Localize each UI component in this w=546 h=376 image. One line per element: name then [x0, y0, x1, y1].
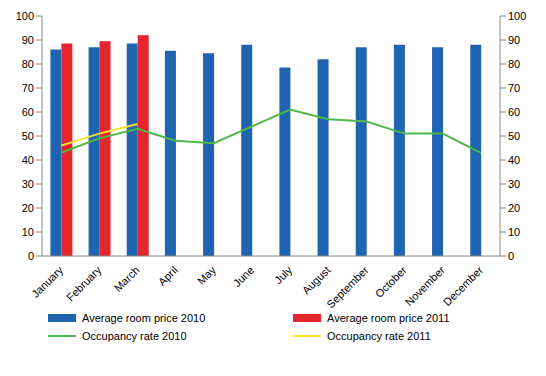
svg-text:80: 80 — [508, 58, 520, 70]
svg-text:May: May — [195, 263, 219, 287]
svg-text:20: 20 — [508, 202, 520, 214]
svg-text:30: 30 — [22, 178, 34, 190]
svg-text:December: December — [441, 264, 486, 308]
svg-text:March: March — [112, 264, 142, 294]
svg-text:April: April — [156, 264, 180, 288]
html-text:Occupancy rate 2010: Occupancy rate 2010 — [82, 330, 187, 342]
svg-text:October: October — [373, 264, 409, 300]
svg-text:100: 100 — [16, 10, 34, 22]
svg-text:January: January — [29, 263, 66, 300]
html-text:Average room price 2010: Average room price 2010 — [82, 312, 206, 324]
svg-text:70: 70 — [22, 82, 34, 94]
svg-text:60: 60 — [508, 106, 520, 118]
svg-text:February: February — [64, 263, 104, 303]
html-text:Occupancy rate 2011: Occupancy rate 2011 — [327, 330, 431, 342]
svg-text:20: 20 — [22, 202, 34, 214]
svg-text:November: November — [403, 264, 448, 308]
svg-text:90: 90 — [22, 34, 34, 46]
svg-text:September: September — [324, 264, 371, 308]
svg-text:10: 10 — [508, 226, 520, 238]
svg-text:70: 70 — [508, 82, 520, 94]
svg-text:10: 10 — [22, 226, 34, 238]
svg-text:80: 80 — [22, 58, 34, 70]
svg-text:90: 90 — [508, 34, 520, 46]
svg-text:100: 100 — [508, 10, 526, 22]
svg-text:August: August — [300, 264, 333, 297]
svg-text:60: 60 — [22, 106, 34, 118]
svg-text:50: 50 — [508, 130, 520, 142]
svg-text:40: 40 — [508, 154, 520, 166]
svg-text:June: June — [231, 264, 256, 289]
svg-text:30: 30 — [508, 178, 520, 190]
html-text:Average room price 2011: Average room price 2011 — [327, 312, 450, 324]
svg-text:July: July — [272, 263, 295, 286]
svg-text:40: 40 — [22, 154, 34, 166]
svg-text:0: 0 — [28, 250, 34, 262]
svg-text:50: 50 — [22, 130, 34, 142]
svg-text:0: 0 — [508, 250, 514, 262]
